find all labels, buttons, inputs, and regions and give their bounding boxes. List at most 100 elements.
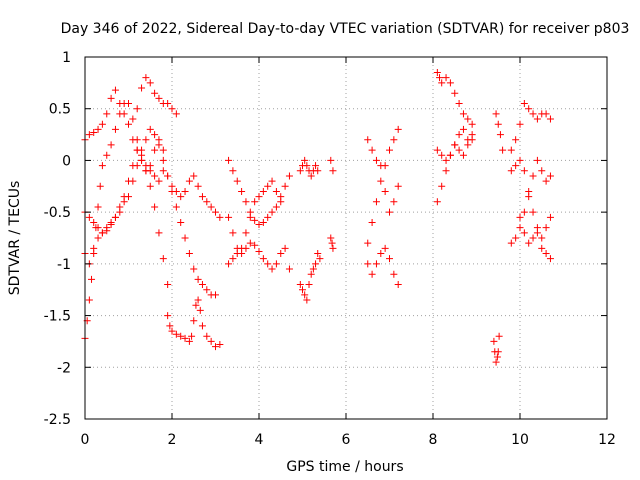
y-tick-label: -2.5 (44, 412, 71, 428)
data-point (512, 162, 520, 170)
grid-lines (85, 57, 607, 419)
y-tick-label: 0.5 (49, 102, 71, 118)
data-point (225, 156, 233, 164)
data-point (516, 224, 524, 232)
data-point (111, 86, 119, 94)
data-point (225, 260, 233, 268)
data-point (533, 229, 541, 237)
data-point (159, 167, 167, 175)
data-point (133, 136, 141, 144)
x-tick-label: 8 (429, 432, 438, 448)
data-point (442, 156, 450, 164)
data-point (377, 177, 385, 185)
data-point (285, 265, 293, 273)
data-point (433, 69, 441, 77)
data-point (512, 234, 520, 242)
data-point (142, 74, 150, 82)
data-point (542, 177, 550, 185)
series-track-a (81, 74, 180, 144)
data-point (533, 156, 541, 164)
data-point (451, 141, 459, 149)
data-point (164, 312, 172, 320)
data-point (546, 172, 554, 180)
data-point (507, 146, 515, 154)
data-point (159, 146, 167, 154)
data-point (381, 162, 389, 170)
data-point (328, 239, 336, 247)
data-point (185, 250, 193, 258)
data-point (459, 151, 467, 159)
data-point (305, 281, 313, 289)
series-track-x (516, 213, 554, 263)
data-point (198, 322, 206, 330)
data-point (181, 187, 189, 195)
data-point (494, 348, 502, 356)
data-point (390, 270, 398, 278)
series-track-f (164, 296, 224, 351)
data-point (116, 110, 124, 118)
data-point (499, 146, 507, 154)
data-point (196, 306, 204, 314)
data-point (129, 115, 137, 123)
series-track-n (364, 177, 402, 247)
data-point (96, 182, 104, 190)
data-point (303, 296, 311, 304)
data-point (177, 193, 185, 201)
data-point (181, 334, 189, 342)
y-tick-label: 0 (62, 153, 71, 169)
x-tick-label: 2 (168, 432, 177, 448)
data-point (529, 234, 537, 242)
data-point (242, 229, 250, 237)
data-point (327, 234, 335, 242)
data-point (155, 94, 163, 102)
data-point (492, 110, 500, 118)
data-point (455, 131, 463, 139)
y-tick-label: -1.5 (44, 309, 71, 325)
data-point (327, 156, 335, 164)
data-point (94, 224, 102, 232)
data-point (438, 79, 446, 87)
data-point (242, 198, 250, 206)
data-point (146, 125, 154, 133)
data-point (268, 177, 276, 185)
data-point (94, 125, 102, 133)
data-point (546, 213, 554, 221)
series-track-o (364, 244, 402, 289)
x-tick-label: 10 (511, 432, 529, 448)
data-point (194, 182, 202, 190)
data-point (268, 208, 276, 216)
data-point (495, 332, 503, 340)
data-point (190, 172, 198, 180)
data-point (386, 255, 393, 263)
data-point (529, 110, 537, 118)
series-track-r (433, 136, 476, 206)
data-point (438, 151, 446, 159)
x-tick-label: 0 (81, 432, 90, 448)
data-point (190, 265, 198, 273)
data-point (168, 182, 176, 190)
data-point (198, 281, 206, 289)
data-point (520, 208, 528, 216)
data-point (94, 234, 102, 242)
x-tick-label: 12 (598, 432, 616, 448)
data-point (301, 156, 309, 164)
data-point (512, 136, 520, 144)
data-point (90, 218, 98, 226)
data-point (151, 89, 159, 97)
data-point (107, 218, 115, 226)
data-point (546, 115, 554, 123)
data-point (203, 286, 211, 294)
data-point (394, 125, 402, 133)
data-point (314, 250, 322, 258)
data-point (255, 247, 263, 255)
data-point (516, 156, 524, 164)
data-point (264, 182, 272, 190)
data-point (372, 260, 380, 268)
data-point (377, 250, 385, 258)
data-point (272, 260, 280, 268)
data-point (98, 120, 106, 128)
data-point (246, 213, 254, 221)
data-point (364, 136, 372, 144)
